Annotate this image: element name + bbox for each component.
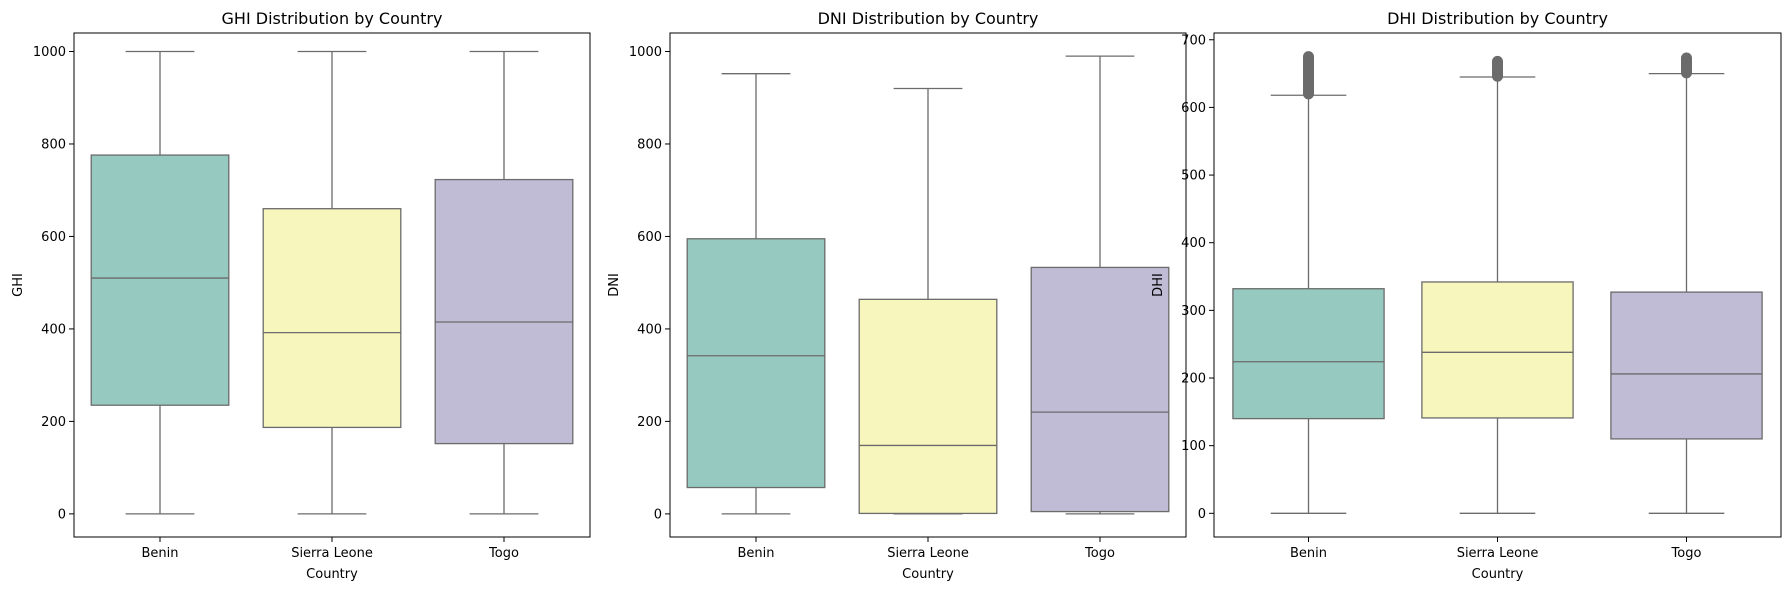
iqr-box xyxy=(1610,291,1763,440)
box-benin xyxy=(90,50,230,515)
y-tick-label: 300 xyxy=(1181,304,1206,319)
x-tick-label: Sierra Leone xyxy=(291,546,373,561)
x-tick-label: Togo xyxy=(1084,546,1115,561)
iqr-box xyxy=(686,238,826,489)
y-tick-label: 800 xyxy=(637,137,662,152)
y-tick-label: 600 xyxy=(637,230,662,245)
y-tick-label: 0 xyxy=(58,507,66,522)
x-tick-label: Togo xyxy=(1671,546,1702,561)
x-tick-label: Sierra Leone xyxy=(887,546,969,561)
iqr-box xyxy=(1030,266,1170,513)
box-sierra-leone xyxy=(262,50,402,515)
y-tick-label: 400 xyxy=(637,322,662,337)
iqr-box xyxy=(90,154,230,406)
y-tick-label: 200 xyxy=(637,415,662,430)
y-tick-label: 0 xyxy=(654,507,662,522)
box-benin xyxy=(1232,51,1385,514)
x-tick-label: Benin xyxy=(1290,546,1327,561)
iqr-box xyxy=(262,208,402,429)
y-tick-label: 400 xyxy=(1181,236,1206,251)
x-tick-label: Sierra Leone xyxy=(1457,546,1539,561)
iqr-box xyxy=(1421,281,1574,419)
y-tick-label: 1000 xyxy=(629,45,662,60)
x-tick-label: Benin xyxy=(141,546,178,561)
box-sierra-leone xyxy=(858,87,998,515)
x-tick-label: Togo xyxy=(488,546,519,561)
box-togo xyxy=(434,50,574,515)
y-tick-label: 400 xyxy=(41,322,66,337)
y-tick-label: 500 xyxy=(1181,169,1206,184)
y-tick-label: 100 xyxy=(1181,439,1206,454)
outlier-points xyxy=(1681,52,1692,79)
iqr-box xyxy=(1232,288,1385,420)
iqr-box xyxy=(858,298,998,515)
chart-title: GHI Distribution by Country xyxy=(222,9,443,28)
box-benin xyxy=(686,73,826,515)
subplot-dni: DNI Distribution by Country DNI Country … xyxy=(607,9,1187,582)
y-tick-label: 0 xyxy=(1198,507,1206,522)
y-tick-label: 200 xyxy=(41,415,66,430)
y-tick-label: 600 xyxy=(41,230,66,245)
box-sierra-leone xyxy=(1421,55,1574,514)
chart-title: DNI Distribution by Country xyxy=(818,9,1039,28)
x-axis-label: Country xyxy=(1472,567,1524,582)
chart-title: DHI Distribution by Country xyxy=(1387,9,1608,28)
y-tick-label: 800 xyxy=(41,137,66,152)
subplot-dhi: DHI Distribution by Country DHI Country … xyxy=(1151,9,1782,582)
box-togo xyxy=(1610,52,1763,514)
outlier-points xyxy=(1492,55,1503,82)
outlier-points xyxy=(1303,51,1314,100)
box-togo xyxy=(1030,55,1170,515)
x-axis-label: Country xyxy=(902,567,954,582)
y-tick-label: 200 xyxy=(1181,372,1206,387)
y-tick-label: 600 xyxy=(1181,101,1206,116)
y-axis-label: DHI xyxy=(1151,273,1166,297)
y-axis-label: DNI xyxy=(607,273,622,297)
x-tick-label: Benin xyxy=(737,546,774,561)
y-tick-label: 700 xyxy=(1181,33,1206,48)
x-axis-label: Country xyxy=(306,567,358,582)
y-tick-label: 1000 xyxy=(33,45,66,60)
y-axis-label: GHI xyxy=(11,273,26,297)
iqr-box xyxy=(434,178,574,445)
subplot-ghi: GHI Distribution by Country GHI Country … xyxy=(11,9,591,582)
